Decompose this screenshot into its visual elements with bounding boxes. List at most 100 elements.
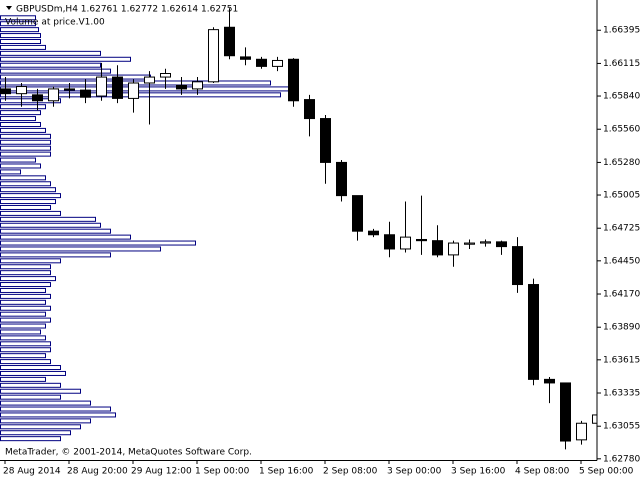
candle-body — [384, 234, 395, 250]
volume-bar — [0, 282, 51, 288]
candle-body — [272, 59, 283, 67]
volume-bar — [0, 299, 46, 305]
y-tick-label: 1.66115 — [603, 59, 640, 69]
volume-bar — [0, 382, 61, 388]
volume-bar — [0, 264, 51, 270]
volume-bar — [0, 133, 51, 139]
volume-bar — [0, 169, 21, 175]
y-tick-label: 1.65560 — [603, 125, 640, 135]
volume-bar — [0, 370, 66, 376]
candle-body — [32, 94, 43, 102]
x-tick-label: 4 Sep 08:00 — [515, 467, 570, 477]
candle-body — [576, 422, 587, 441]
candle-body — [48, 88, 59, 102]
plot-area — [0, 8, 597, 450]
volume-bar — [0, 436, 61, 442]
candle-body — [496, 241, 507, 248]
candle-body — [320, 118, 331, 163]
volume-bar — [0, 394, 61, 400]
candle-body — [224, 26, 235, 57]
volume-bar — [0, 376, 46, 382]
volume-bar — [0, 311, 46, 317]
copyright: MetaTrader, © 2001-2014, MetaQuotes Soft… — [5, 448, 252, 458]
menu-triangle[interactable] — [6, 6, 12, 10]
volume-bar — [0, 341, 51, 347]
candle-body — [288, 58, 299, 102]
volume-bar — [0, 353, 46, 359]
volume-bar — [0, 157, 36, 163]
candle-body — [368, 230, 379, 236]
candle-body — [16, 86, 27, 95]
volume-bar — [0, 151, 51, 157]
volume-bar — [0, 181, 51, 187]
volume-bar — [0, 116, 36, 122]
y-tick-label: 1.63615 — [603, 355, 640, 365]
volume-bar — [0, 323, 46, 329]
y-tick-label: 1.63335 — [603, 389, 640, 399]
candle-body — [208, 29, 219, 83]
volume-bar — [0, 240, 196, 246]
x-tick-label: 1 Sep 16:00 — [259, 467, 314, 477]
x-tick-label: 28 Aug 20:00 — [67, 467, 128, 477]
candle-body — [176, 84, 187, 90]
volume-bar — [0, 44, 46, 50]
volume-bar — [0, 33, 41, 39]
volume-bar — [0, 287, 46, 293]
volume-bar — [0, 228, 111, 234]
candle-body — [96, 76, 107, 97]
volume-bar — [0, 210, 61, 216]
x-tick-label: 5 Sep 00:00 — [579, 467, 634, 477]
volume-bar — [0, 406, 111, 412]
volume-bar — [0, 305, 51, 311]
candle-body — [528, 284, 539, 380]
volume-bar — [0, 68, 111, 74]
y-tick-label: 1.65280 — [603, 158, 640, 168]
candle-body — [592, 414, 597, 424]
volume-bar — [0, 335, 46, 341]
candle-body — [128, 82, 139, 99]
candle-body — [416, 238, 427, 242]
volume-bar — [0, 234, 131, 240]
volume-bar — [0, 400, 91, 406]
candle-body — [336, 161, 347, 197]
volume-bar — [0, 424, 81, 430]
volume-bar — [0, 412, 116, 418]
volume-bar — [0, 50, 101, 56]
volume-bar — [0, 56, 131, 62]
volume-bar — [0, 38, 41, 44]
volume-bar — [0, 329, 41, 335]
volume-bar — [0, 110, 41, 116]
candle-body — [352, 195, 363, 232]
volume-bar — [0, 246, 161, 252]
candle-body — [64, 88, 75, 91]
volume-bar — [0, 365, 61, 371]
y-tick-label: 1.66395 — [603, 26, 640, 36]
volume-bar — [0, 187, 56, 193]
volume-bar — [0, 21, 36, 27]
volume-bar — [0, 92, 281, 98]
volume-bar — [0, 216, 96, 222]
volume-bar — [0, 276, 56, 282]
volume-bar — [0, 15, 36, 21]
volume-bar — [0, 258, 61, 264]
volume-bar — [0, 145, 51, 151]
volume-bar — [0, 222, 101, 228]
volume-bar — [0, 98, 61, 104]
candle-body — [80, 89, 91, 98]
candle-body — [512, 246, 523, 286]
volume-bar — [0, 127, 46, 133]
candle-body — [480, 241, 491, 244]
candle-body — [448, 242, 459, 256]
x-tick-label: 3 Sep 16:00 — [451, 467, 506, 477]
y-tick-label: 1.65840 — [603, 92, 640, 102]
candle-body — [160, 73, 171, 78]
volume-bar — [0, 252, 111, 258]
volume-bar — [0, 293, 51, 299]
volume-bar — [0, 139, 51, 145]
candle-body — [240, 56, 251, 60]
x-tick-label: 3 Sep 00:00 — [387, 467, 442, 477]
candle-body — [544, 378, 555, 384]
volume-bar — [0, 388, 81, 394]
volume-bar — [0, 430, 71, 436]
